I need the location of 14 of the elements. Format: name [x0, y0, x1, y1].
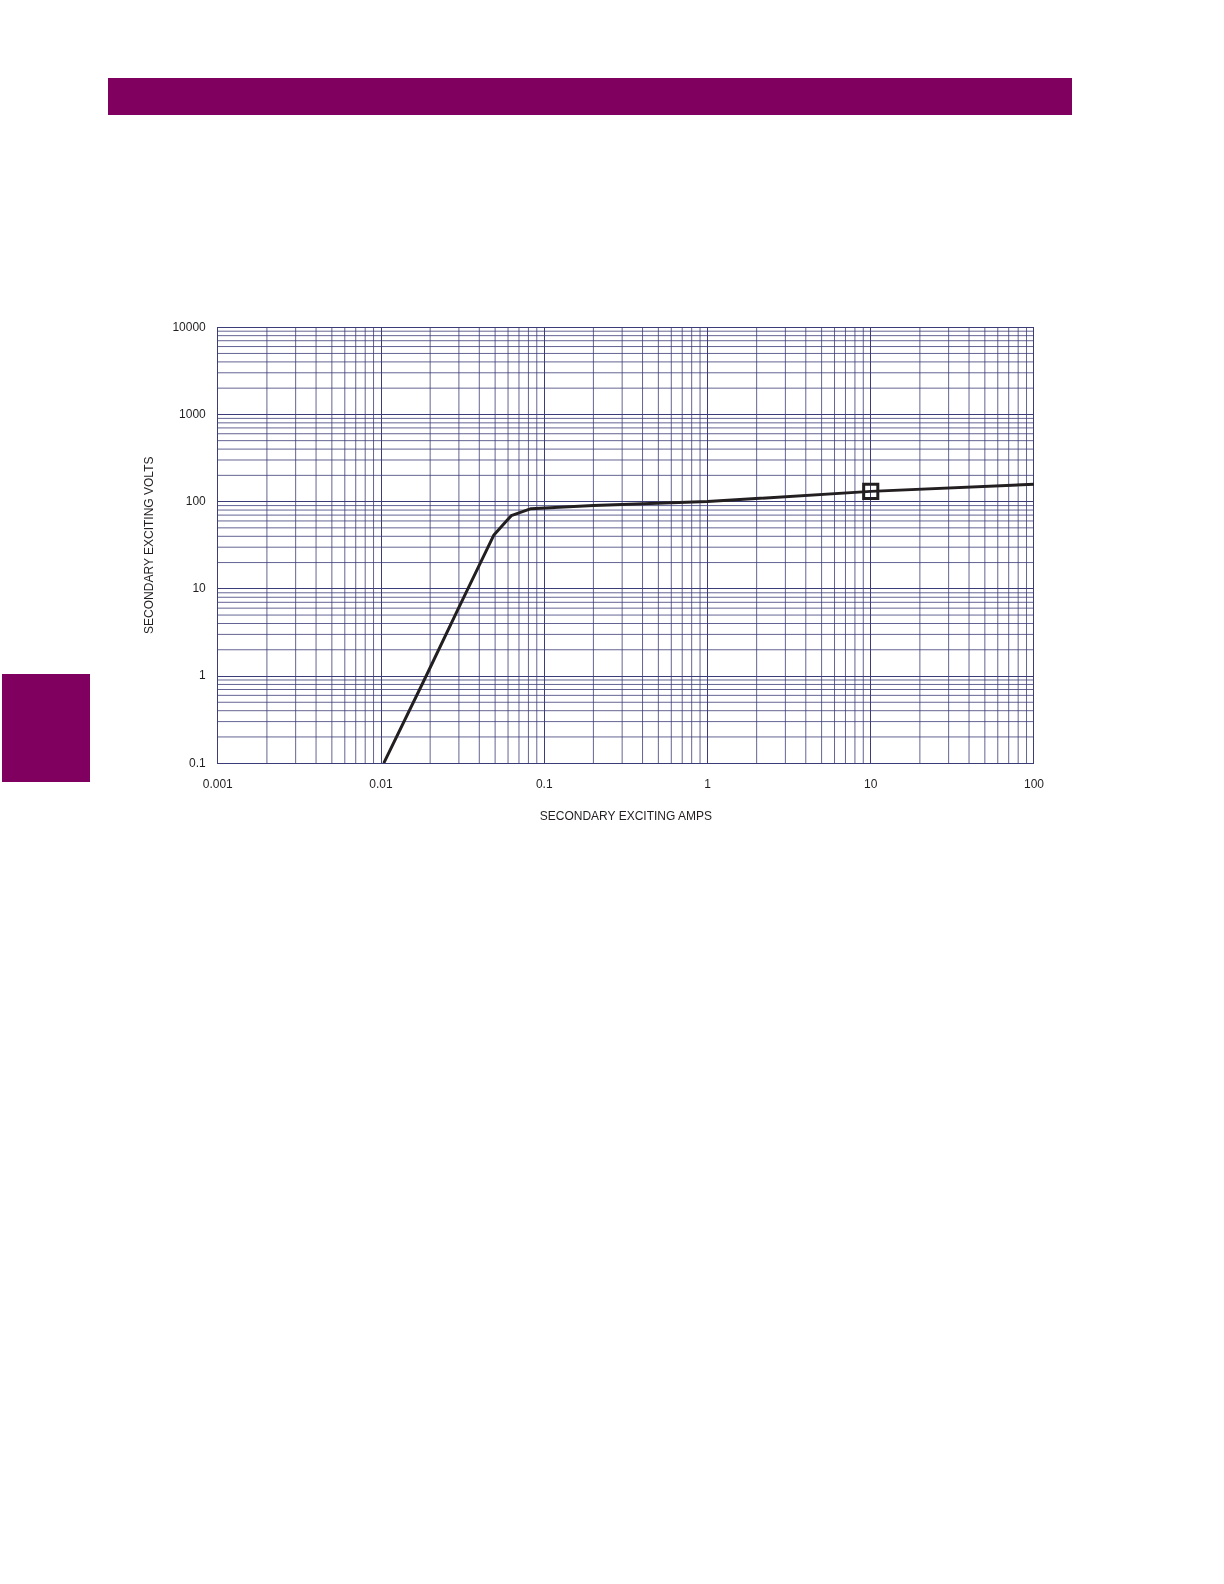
x-axis-title: SECONDARY EXCITING AMPS [539, 809, 713, 824]
x-tick-label: 0.1 [535, 776, 553, 791]
y-axis-title: SECONDARY EXCITING VOLTS [141, 456, 156, 634]
y-tick-label: 1 [199, 668, 207, 683]
x-tick-label: 1 [704, 776, 712, 791]
y-tick-label: 10 [192, 581, 207, 596]
y-tick-label: 10000 [172, 319, 207, 334]
y-tick-label: 0.1 [189, 755, 207, 770]
y-tick-label: 100 [185, 493, 207, 508]
y-tick-label: 1000 [179, 406, 207, 421]
x-tick-label: 10 [864, 776, 878, 791]
x-tick-label: 100 [1023, 776, 1045, 791]
x-tick-label: 0.001 [202, 776, 234, 791]
x-tick-label: 0.01 [369, 776, 394, 791]
